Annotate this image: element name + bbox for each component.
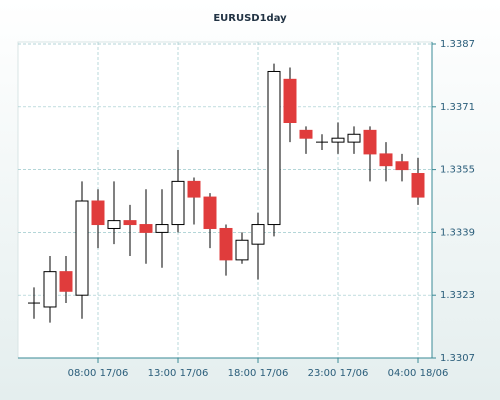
- x-tick-label: 04:00 18/06: [388, 368, 449, 379]
- chart-title: EURUSD1day: [213, 13, 287, 24]
- candle-body: [139, 224, 153, 233]
- candle-body: [123, 220, 137, 226]
- x-tick-label: 23:00 17/06: [308, 368, 369, 379]
- plot-area: [17, 41, 433, 359]
- candle-body: [331, 137, 345, 143]
- candle-body: [283, 78, 297, 123]
- x-tick-label: 13:00 17/06: [148, 368, 209, 379]
- candle-body: [299, 129, 313, 139]
- y-tick-label: 1.3307: [440, 353, 475, 364]
- candle-body: [347, 133, 361, 143]
- candle-body: [235, 239, 249, 261]
- candle-body: [251, 224, 265, 245]
- candle-body: [91, 200, 105, 226]
- candle-body: [75, 200, 89, 296]
- candle-body: [219, 227, 233, 261]
- candle-body: [43, 271, 57, 308]
- y-tick-label: 1.3371: [440, 102, 475, 113]
- candle-body: [363, 129, 377, 155]
- candle-body: [155, 224, 169, 233]
- candle-body: [107, 220, 121, 229]
- candle-body: [395, 161, 409, 171]
- candle-body: [59, 271, 73, 292]
- y-tick-label: 1.3387: [440, 39, 475, 50]
- candle-body: [203, 196, 217, 229]
- candle-body: [379, 153, 393, 167]
- candle-body: [267, 70, 281, 226]
- x-tick-label: 18:00 17/06: [228, 368, 289, 379]
- candle-body: [187, 180, 201, 198]
- y-tick-label: 1.3339: [440, 227, 475, 238]
- y-tick-label: 1.3323: [440, 290, 475, 301]
- x-tick-label: 08:00 17/06: [68, 368, 129, 379]
- candle-body: [171, 180, 185, 226]
- candle-body: [411, 173, 425, 198]
- y-tick-label: 1.3355: [440, 165, 475, 176]
